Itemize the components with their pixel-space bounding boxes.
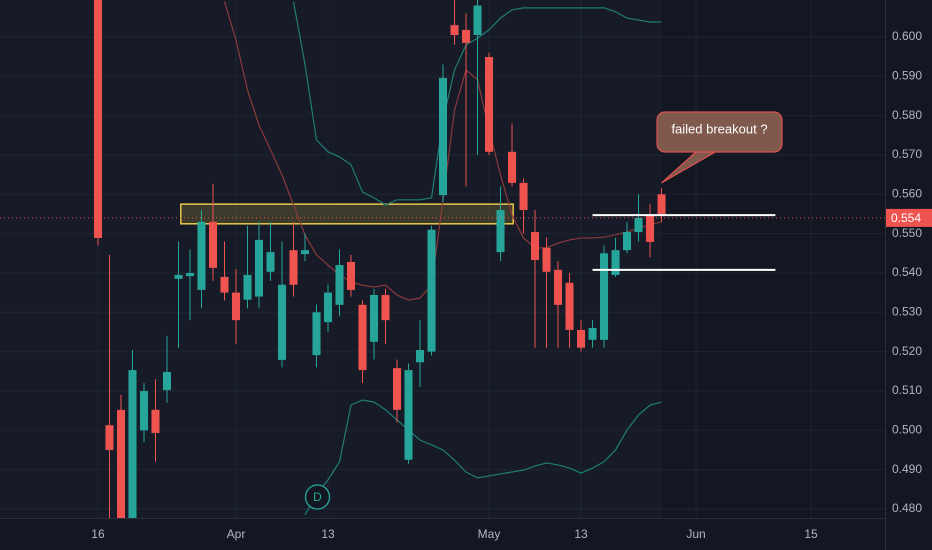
candle-body xyxy=(519,182,528,211)
candle-body xyxy=(231,292,241,321)
candle-body xyxy=(346,261,356,290)
event-label: D xyxy=(313,490,322,504)
axes: 0.480 0.490 0.500 0.510 0.520 0.530 0.540 0.550… xyxy=(91,29,932,541)
y-tick-label: 0.590 xyxy=(892,68,922,82)
candle-body xyxy=(404,370,413,460)
x-tick-label: Jun xyxy=(686,527,705,541)
candle-body xyxy=(197,221,206,290)
candle-body xyxy=(312,312,321,356)
candle-body xyxy=(484,57,494,152)
candle-body xyxy=(151,409,160,434)
candle-body xyxy=(646,215,655,242)
candle-body xyxy=(392,368,402,410)
candle-body xyxy=(600,253,609,340)
y-tick-label: 0.600 xyxy=(892,29,922,43)
y-tick-label: 0.510 xyxy=(892,383,922,397)
candle-body xyxy=(139,390,149,431)
y-tick-label: 0.540 xyxy=(892,265,922,279)
zone xyxy=(180,203,514,225)
candle-body xyxy=(496,210,505,253)
plot-area: failed breakout ? D xyxy=(0,0,885,518)
callout-text: failed breakout ? xyxy=(671,121,767,136)
x-tick-label: May xyxy=(478,527,501,541)
y-tick-label: 0.560 xyxy=(892,186,922,200)
candle-body xyxy=(542,247,551,272)
candle-body xyxy=(185,272,195,277)
x-tick-label: 13 xyxy=(321,527,335,541)
y-tick-label: 0.480 xyxy=(892,501,922,515)
candle-body xyxy=(657,194,666,216)
candle-body xyxy=(415,350,425,363)
y-tick-label: 0.490 xyxy=(892,462,922,476)
band-line xyxy=(304,399,662,516)
candle-body xyxy=(266,252,275,272)
y-tick-label: 0.500 xyxy=(892,422,922,436)
candle-body xyxy=(358,304,367,371)
y-tick-label: 0.580 xyxy=(892,108,922,122)
candle-body xyxy=(208,221,218,268)
y-tick-label: 0.520 xyxy=(892,344,922,358)
candle-body xyxy=(531,232,540,260)
last-price-label: 0.554 xyxy=(891,211,921,225)
event-marker xyxy=(304,484,331,510)
candle-body xyxy=(450,25,459,36)
candle-body xyxy=(611,250,620,275)
candle-body xyxy=(300,250,310,255)
y-tick-label: 0.530 xyxy=(892,304,922,318)
x-tick-label: Apr xyxy=(227,527,246,541)
candle-body xyxy=(369,294,379,342)
candle-body xyxy=(438,77,448,196)
last-price-tag xyxy=(886,208,932,227)
candle-body xyxy=(461,29,471,43)
x-tick-label: 16 xyxy=(91,527,105,541)
candle-body xyxy=(623,232,632,251)
y-tick-label: 0.570 xyxy=(892,147,922,161)
candle-body xyxy=(93,0,103,238)
candle-body xyxy=(323,292,333,323)
candle-body xyxy=(381,294,390,321)
candle-body xyxy=(254,239,264,297)
x-tick-label: 15 xyxy=(804,527,818,541)
candle-body xyxy=(634,217,643,233)
callout-box xyxy=(656,111,783,153)
candle-body xyxy=(507,151,517,183)
candle-body xyxy=(427,229,436,352)
candle-body xyxy=(565,282,574,330)
candle-body xyxy=(554,269,563,305)
candle-body xyxy=(335,265,344,305)
candle-body xyxy=(105,425,114,450)
candle-body xyxy=(588,328,597,340)
candle-body xyxy=(289,250,298,285)
candle-body xyxy=(243,274,252,300)
y-tick-label: 0.550 xyxy=(892,226,922,240)
candle-body xyxy=(473,5,482,36)
candle-body xyxy=(116,409,126,518)
candle-body xyxy=(162,372,172,391)
candle-body xyxy=(277,284,287,360)
x-tick-label: 13 xyxy=(574,527,588,541)
candle-body xyxy=(174,274,183,279)
candle-body xyxy=(220,276,229,293)
candle-body xyxy=(577,329,586,348)
candle-body xyxy=(128,370,137,518)
